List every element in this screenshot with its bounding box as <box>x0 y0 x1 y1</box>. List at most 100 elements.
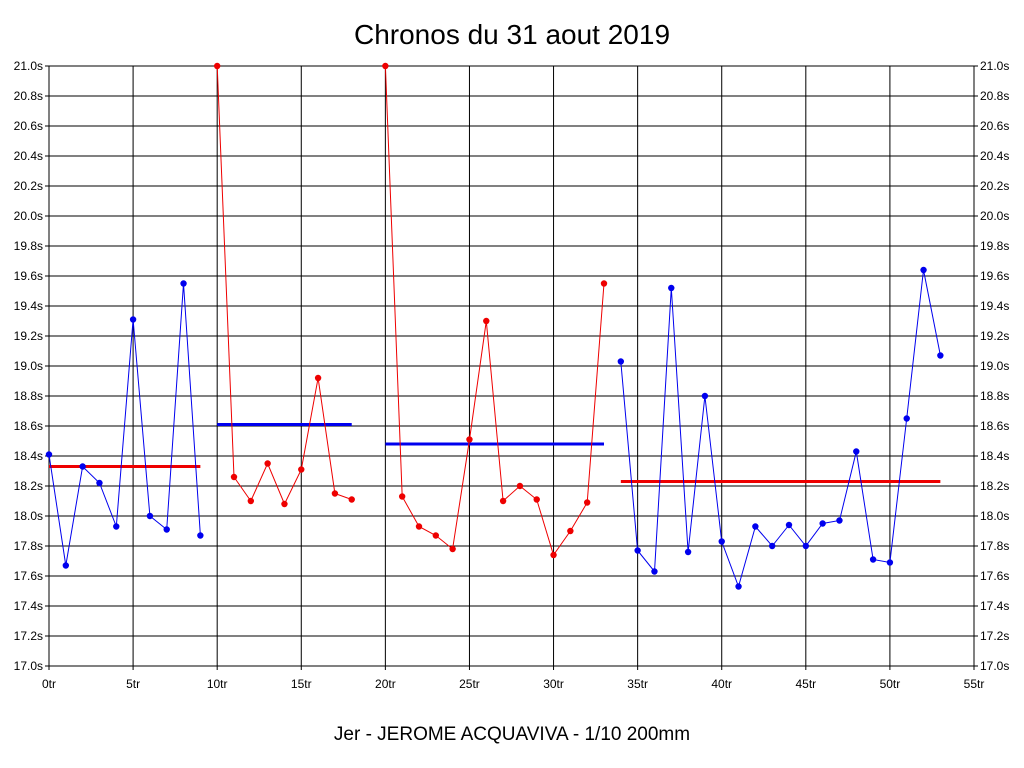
y-tick-label-left: 21.0s <box>14 59 43 73</box>
series-group <box>45 280 204 569</box>
y-tick-label-left: 17.4s <box>14 599 43 613</box>
data-point <box>920 266 927 274</box>
y-tick-label-left: 20.6s <box>14 119 43 133</box>
x-axis: 0tr 5tr 10tr 15tr 20tr 25tr 30tr 35tr 40tr 45tr 50… <box>42 677 984 691</box>
y-tick-label-right: 20.2s <box>980 179 1009 193</box>
y-tick-label-right: 17.4s <box>980 599 1009 613</box>
data-point <box>718 538 725 545</box>
y-tick-label-left: 20.8s <box>14 89 43 103</box>
x-tick-label: 55tr <box>964 677 985 691</box>
data-point <box>853 448 860 455</box>
data-point <box>298 466 305 473</box>
data-point <box>684 548 692 556</box>
data-point <box>247 497 255 505</box>
y-tick-label-right: 20.4s <box>980 149 1009 163</box>
data-point <box>348 496 355 503</box>
data-point <box>768 542 776 550</box>
y-tick-label-right: 18.6s <box>980 419 1009 433</box>
data-point <box>499 497 507 505</box>
data-point <box>415 523 423 530</box>
y-tick-label-left: 17.2s <box>14 629 43 643</box>
data-point <box>483 317 490 325</box>
data-point <box>264 460 271 467</box>
series-line <box>48 283 201 566</box>
data-point <box>466 436 473 443</box>
data-point <box>213 62 221 70</box>
y-tick-label-left: 18.2s <box>14 479 43 493</box>
data-point <box>634 547 641 554</box>
y-tick-label-left: 18.6s <box>14 419 43 433</box>
series-group <box>382 62 608 559</box>
y-tick-label-left: 17.8s <box>14 539 43 553</box>
x-tick-label: 5tr <box>126 677 140 691</box>
y-tick-label-right: 20.8s <box>980 89 1009 103</box>
y-tick-label-left: 18.0s <box>14 509 43 523</box>
data-point <box>600 280 608 287</box>
data-point <box>96 479 103 487</box>
y-tick-label-left: 20.0s <box>14 209 43 223</box>
y-tick-label-left: 19.6s <box>14 269 43 283</box>
y-tick-label-right: 20.6s <box>980 119 1009 133</box>
data-point <box>230 473 238 481</box>
y-tick-label-right: 18.2s <box>980 479 1009 493</box>
data-point <box>550 551 557 559</box>
series <box>45 62 944 590</box>
data-point <box>886 559 894 566</box>
x-tick-label: 30tr <box>543 677 564 691</box>
y-tick-label-left: 17.0s <box>14 659 43 673</box>
y-tick-label-left: 20.2s <box>14 179 43 193</box>
data-point <box>937 352 944 359</box>
data-point <box>197 532 204 539</box>
y-tick-label-left: 19.2s <box>14 329 43 343</box>
y-tick-label-left: 18.4s <box>14 449 43 463</box>
y-tick-label-left: 20.4s <box>14 149 43 163</box>
data-point <box>869 556 877 563</box>
x-tick-label: 10tr <box>207 677 228 691</box>
data-point <box>533 496 540 503</box>
y-tick-label-left: 17.6s <box>14 569 43 583</box>
data-point <box>903 415 910 422</box>
x-tick-label: 50tr <box>880 677 901 691</box>
y-tick-label-right: 17.8s <box>980 539 1009 553</box>
data-point <box>567 527 574 535</box>
y-axis-left: 17.0s 17.2s 17.4s 17.6s 17.8s 18.0s 18.2s 18.4s… <box>14 59 43 673</box>
data-point <box>449 545 456 553</box>
x-tick-label: 15tr <box>291 677 312 691</box>
y-tick-label-right: 18.0s <box>980 509 1009 523</box>
y-tick-label-right: 19.8s <box>980 239 1009 253</box>
data-point <box>701 392 709 400</box>
y-tick-label-left: 19.8s <box>14 239 43 253</box>
data-point <box>735 583 742 590</box>
data-point <box>45 451 53 458</box>
data-point <box>583 499 591 506</box>
y-tick-label-left: 19.4s <box>14 299 43 313</box>
data-point <box>62 562 70 569</box>
data-point <box>79 463 86 470</box>
data-point <box>129 316 137 323</box>
y-tick-label-right: 17.2s <box>980 629 1009 643</box>
data-point <box>752 523 759 530</box>
y-tick-label-right: 19.6s <box>980 269 1009 283</box>
data-point <box>785 521 793 529</box>
x-tick-label: 0tr <box>42 677 56 691</box>
y-tick-label-left: 19.0s <box>14 359 43 373</box>
series-group <box>213 62 355 508</box>
x-tick-label: 45tr <box>795 677 816 691</box>
x-tick-label: 20tr <box>375 677 396 691</box>
data-point <box>281 500 288 508</box>
y-tick-label-right: 17.6s <box>980 569 1009 583</box>
y-tick-label-right: 18.4s <box>980 449 1009 463</box>
plot-frame <box>48 65 975 667</box>
y-tick-label-right: 20.0s <box>980 209 1009 223</box>
y-tick-label-right: 19.0s <box>980 359 1009 373</box>
data-point <box>180 280 187 287</box>
average-lines <box>49 423 941 483</box>
data-point <box>398 493 406 500</box>
x-tick-label: 35tr <box>627 677 648 691</box>
series-group <box>617 266 944 590</box>
data-point <box>836 517 843 524</box>
data-point <box>617 358 625 365</box>
data-point <box>668 284 675 292</box>
data-point <box>802 542 810 550</box>
